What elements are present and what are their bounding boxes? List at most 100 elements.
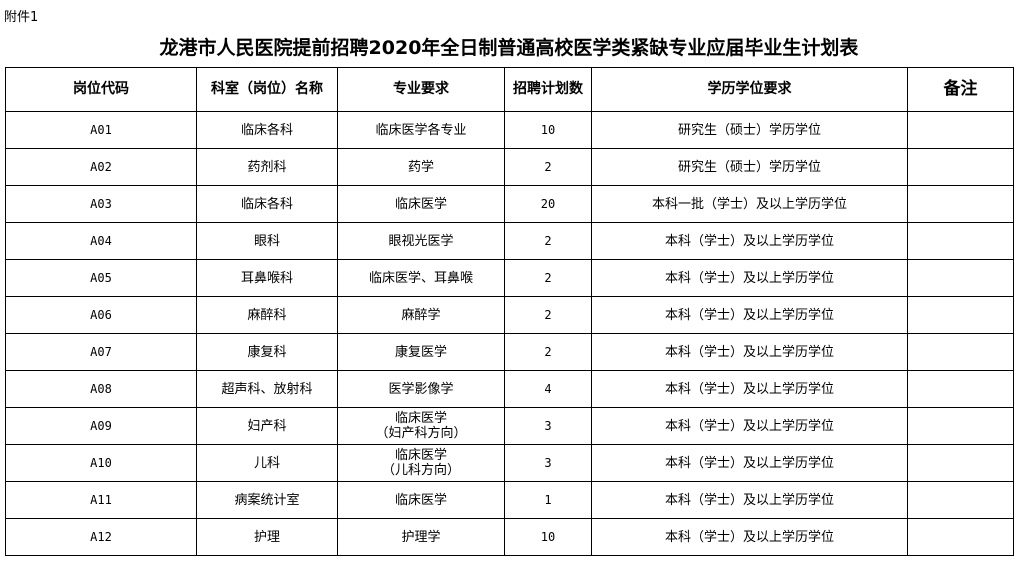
cell-code: A06: [5, 296, 197, 334]
cell-count: 3: [504, 444, 592, 482]
cell-major: 护理学: [337, 518, 505, 556]
attachment-label: 附件1: [4, 10, 39, 25]
major-line: 麻醉学: [401, 307, 441, 323]
cell-major: 康复医学: [337, 333, 505, 371]
cell-major: 临床医学、耳鼻喉: [337, 259, 505, 297]
cell-major: 眼视光医学: [337, 222, 505, 260]
cell-major: 临床医学 （儿科方向）: [337, 444, 505, 482]
cell-dept: 康复科: [196, 333, 338, 371]
cell-dept: 超声科、放射科: [196, 370, 338, 408]
cell-code: A08: [5, 370, 197, 408]
cell-note: [907, 185, 1014, 223]
cell-major: 药学: [337, 148, 505, 186]
table-row: A01 临床各科 临床医学各专业 10 研究生（硕士）学历学位: [5, 111, 1014, 149]
cell-degree: 本科（学士）及以上学历学位: [591, 333, 908, 371]
header-row: 岗位代码 科室（岗位）名称 专业要求 招聘计划数 学历学位要求 备注: [5, 67, 1014, 112]
table-row: A09 妇产科 临床医学 （妇产科方向） 3 本科（学士）及以上学历学位: [5, 407, 1014, 445]
major-direction: （儿科方向）: [381, 463, 460, 478]
header-code: 岗位代码: [5, 67, 197, 112]
cell-degree: 研究生（硕士）学历学位: [591, 148, 908, 186]
cell-code: A11: [5, 481, 197, 519]
cell-count: 20: [504, 185, 592, 223]
cell-count: 4: [504, 370, 592, 408]
cell-major: 麻醉学: [337, 296, 505, 334]
cell-code: A04: [5, 222, 197, 260]
cell-count: 2: [504, 259, 592, 297]
major-line: 临床医学、耳鼻喉: [368, 270, 473, 286]
cell-degree: 本科（学士）及以上学历学位: [591, 222, 908, 260]
major-line: 护理学: [401, 529, 441, 545]
cell-dept: 耳鼻喉科: [196, 259, 338, 297]
cell-code: A03: [5, 185, 197, 223]
table-row: A02 药剂科 药学 2 研究生（硕士）学历学位: [5, 148, 1014, 186]
cell-dept: 儿科: [196, 444, 338, 482]
cell-note: [907, 444, 1014, 482]
cell-degree: 本科（学士）及以上学历学位: [591, 518, 908, 556]
cell-note: [907, 333, 1014, 371]
cell-note: [907, 259, 1014, 297]
cell-dept: 药剂科: [196, 148, 338, 186]
major-line: 临床医学: [394, 448, 447, 463]
major-line: 医学影像学: [388, 381, 454, 397]
major-line: 临床医学: [394, 411, 447, 426]
cell-count: 10: [504, 111, 592, 149]
header-degree: 学历学位要求: [591, 67, 908, 112]
cell-code: A12: [5, 518, 197, 556]
cell-dept: 妇产科: [196, 407, 338, 445]
table-row: A06 麻醉科 麻醉学 2 本科（学士）及以上学历学位: [5, 296, 1014, 334]
major-line: 药学: [407, 159, 434, 175]
header-major: 专业要求: [337, 67, 505, 112]
table-row: A10 儿科 临床医学 （儿科方向） 3 本科（学士）及以上学历学位: [5, 444, 1014, 482]
cell-note: [907, 111, 1014, 149]
cell-note: [907, 148, 1014, 186]
cell-dept: 临床各科: [196, 185, 338, 223]
cell-code: A01: [5, 111, 197, 149]
cell-note: [907, 296, 1014, 334]
cell-degree: 本科（学士）及以上学历学位: [591, 259, 908, 297]
table-row: A08 超声科、放射科 医学影像学 4 本科（学士）及以上学历学位: [5, 370, 1014, 408]
header-dept: 科室（岗位）名称: [196, 67, 338, 112]
cell-count: 2: [504, 296, 592, 334]
major-line: 临床医学: [394, 196, 447, 212]
major-direction: （妇产科方向）: [375, 426, 467, 441]
major-line: 临床医学各专业: [375, 122, 467, 138]
cell-code: A10: [5, 444, 197, 482]
cell-dept: 临床各科: [196, 111, 338, 149]
header-count: 招聘计划数: [504, 67, 592, 112]
cell-code: A09: [5, 407, 197, 445]
table-row: A05 耳鼻喉科 临床医学、耳鼻喉 2 本科（学士）及以上学历学位: [5, 259, 1014, 297]
cell-degree: 本科（学士）及以上学历学位: [591, 370, 908, 408]
cell-count: 2: [504, 222, 592, 260]
cell-degree: 研究生（硕士）学历学位: [591, 111, 908, 149]
cell-dept: 病案统计室: [196, 481, 338, 519]
cell-note: [907, 222, 1014, 260]
table-row: A03 临床各科 临床医学 20 本科一批（学士）及以上学历学位: [5, 185, 1014, 223]
cell-degree: 本科（学士）及以上学历学位: [591, 444, 908, 482]
cell-major: 临床医学: [337, 481, 505, 519]
cell-count: 2: [504, 148, 592, 186]
cell-dept: 护理: [196, 518, 338, 556]
table-row: A11 病案统计室 临床医学 1 本科（学士）及以上学历学位: [5, 481, 1014, 519]
cell-degree: 本科（学士）及以上学历学位: [591, 481, 908, 519]
table-row: A07 康复科 康复医学 2 本科（学士）及以上学历学位: [5, 333, 1014, 371]
major-line: 临床医学: [394, 492, 447, 508]
cell-count: 3: [504, 407, 592, 445]
recruitment-table: 岗位代码 科室（岗位）名称 专业要求 招聘计划数 学历学位要求 备注 A01 临床…: [5, 67, 1014, 556]
cell-code: A07: [5, 333, 197, 371]
cell-major: 医学影像学: [337, 370, 505, 408]
cell-count: 2: [504, 333, 592, 371]
cell-note: [907, 370, 1014, 408]
cell-note: [907, 518, 1014, 556]
header-note: 备注: [907, 67, 1014, 112]
cell-dept: 眼科: [196, 222, 338, 260]
cell-major: 临床医学各专业: [337, 111, 505, 149]
page-title: 龙港市人民医院提前招聘2020年全日制普通高校医学类紧缺专业应届毕业生计划表: [159, 37, 859, 59]
major-line: 眼视光医学: [388, 233, 454, 249]
cell-degree: 本科（学士）及以上学历学位: [591, 296, 908, 334]
cell-count: 1: [504, 481, 592, 519]
cell-note: [907, 407, 1014, 445]
table-row: A12 护理 护理学 10 本科（学士）及以上学历学位: [5, 518, 1014, 556]
cell-degree: 本科（学士）及以上学历学位: [591, 407, 908, 445]
cell-dept: 麻醉科: [196, 296, 338, 334]
cell-major: 临床医学: [337, 185, 505, 223]
